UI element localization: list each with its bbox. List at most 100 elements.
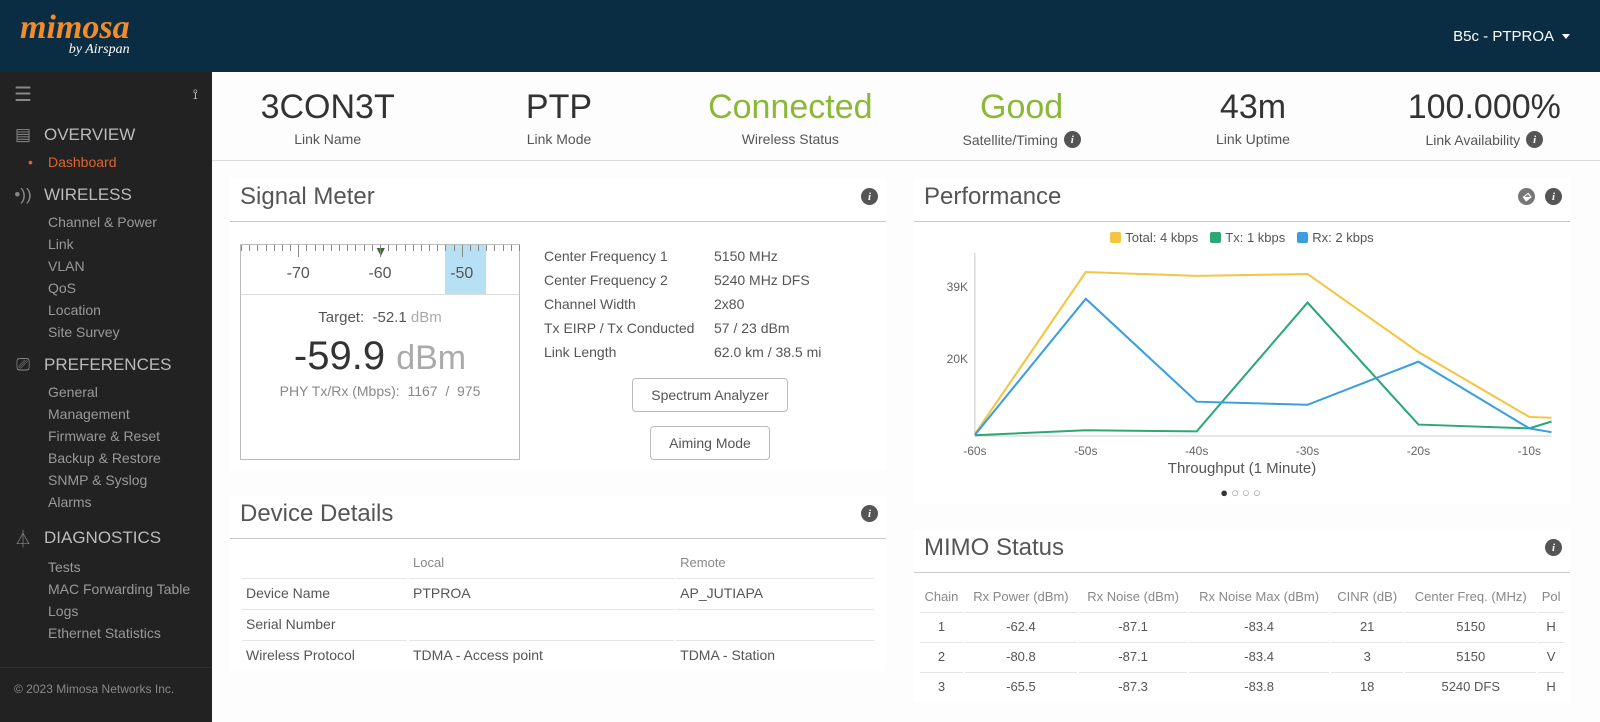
stat-label: Link Name (294, 131, 361, 147)
nav-section-header[interactable]: ▤ OVERVIEW (0, 119, 212, 151)
sidebar-item-firmware-reset[interactable]: Firmware & Reset (0, 425, 212, 447)
stat-value: Good (906, 88, 1137, 127)
device-details-title: Device Details (240, 500, 393, 528)
stat-label: Link Mode (527, 131, 592, 147)
stat-link-mode: PTP Link Mode (443, 88, 674, 150)
device-selector-label: B5c - PTPROA (1453, 28, 1554, 45)
table-row: Serial Number (242, 609, 874, 638)
sidebar: ☰ ⟟ ▤ OVERVIEW Dashboard •)) WIRELESS Channel… (0, 72, 212, 722)
link-info-row: Center Frequency 15150 MHz (544, 244, 876, 268)
stat-link-name: 3CON3T Link Name (212, 88, 443, 150)
table-row: Wireless ProtocolTDMA - Access pointTDMA… (242, 640, 874, 669)
chart-pagination-dots[interactable]: ●○○○ (924, 485, 1560, 500)
link-info: Center Frequency 15150 MHzCenter Frequen… (544, 244, 876, 460)
chart-xtick: -50s (1074, 444, 1097, 458)
stat-label: Satellite/Timing i (963, 131, 1081, 148)
table-header: Rx Noise (dBm) (1079, 583, 1187, 610)
chart-xaxis-title: Throughput (1 Minute) (924, 460, 1560, 477)
table-row: 2-80.8-87.1-83.435150V (920, 642, 1564, 670)
stat-wireless-status: Connected Wireless Status (675, 88, 906, 150)
sidebar-item-management[interactable]: Management (0, 403, 212, 425)
stats-bar: 3CON3T Link NamePTP Link ModeConnected W… (212, 72, 1600, 161)
nav-section-title: DIAGNOSTICS (44, 528, 161, 548)
nav-section-icon: ▤ (14, 125, 32, 145)
stat-link-uptime: 43m Link Uptime (1137, 88, 1368, 150)
chart-xtick: -60s (963, 444, 986, 458)
sidebar-item-location[interactable]: Location (0, 299, 212, 321)
stat-label: Wireless Status (742, 131, 839, 147)
sidebar-item-channel-power[interactable]: Channel & Power (0, 211, 212, 233)
table-header: CINR (dB) (1331, 583, 1403, 610)
logo-sub: by Airspan (20, 42, 130, 58)
nav-section-header[interactable]: ⏃DIAGNOSTICS (0, 519, 212, 556)
logo-main: mimosa (20, 14, 130, 41)
info-icon[interactable]: i (1526, 131, 1543, 148)
nav-section-header[interactable]: ⎚ PREFERENCES (0, 349, 212, 381)
sidebar-footer: © 2023 Mimosa Networks Inc. (0, 667, 212, 710)
ruler-tick: -50 (450, 265, 473, 283)
table-header: Chain (920, 583, 963, 610)
table-header: Local (409, 549, 674, 576)
stat-value: PTP (443, 88, 674, 127)
sidebar-item-link[interactable]: Link (0, 233, 212, 255)
sidebar-item-alarms[interactable]: Alarms (0, 491, 212, 513)
info-icon[interactable]: i (1545, 188, 1562, 205)
mimo-table: ChainRx Power (dBm)Rx Noise (dBm)Rx Nois… (918, 581, 1566, 702)
sidebar-item-dashboard[interactable]: Dashboard (0, 151, 212, 173)
aiming-mode-button[interactable]: Aiming Mode (650, 426, 770, 460)
stat-label: Link Uptime (1216, 131, 1290, 147)
table-header: Center Freq. (MHz) (1405, 583, 1536, 610)
mimo-status-title: MIMO Status (924, 534, 1064, 562)
signal-reading: -59.9 dBm (241, 334, 519, 379)
info-icon[interactable]: i (861, 188, 878, 205)
logo: mimosa by Airspan (20, 14, 130, 57)
signal-meter-panel: Signal Meter i ▼-70-60-50 Target: -52.1 … (230, 179, 886, 470)
nav-section-icon: •)) (14, 185, 32, 205)
ruler-tick: -60 (368, 265, 391, 283)
gauge-icon[interactable]: ⬙ (1518, 188, 1535, 205)
nav-section-icon: ⎚ (14, 355, 32, 375)
sidebar-item-logs[interactable]: Logs (0, 600, 212, 622)
device-details-panel: Device Details i LocalRemoteDevice NameP… (230, 496, 886, 671)
nav-section-title: WIRELESS (44, 185, 132, 205)
stat-satellite-timing: Good Satellite/Timing i (906, 88, 1137, 150)
sidebar-item-tests[interactable]: Tests (0, 556, 212, 578)
antenna-icon[interactable]: ⟟ (193, 86, 198, 103)
table-header: Remote (676, 549, 874, 576)
table-row: 1-62.4-87.1-83.4215150H (920, 612, 1564, 640)
nav-section-title: PREFERENCES (44, 355, 172, 375)
nav-section-title: OVERVIEW (44, 125, 135, 145)
stat-value: Connected (675, 88, 906, 127)
sidebar-item-snmp-syslog[interactable]: SNMP & Syslog (0, 469, 212, 491)
signal-target: Target: -52.1 dBm (241, 309, 519, 326)
info-icon[interactable]: i (1064, 131, 1081, 148)
main-content: 3CON3T Link NamePTP Link ModeConnected W… (212, 72, 1600, 722)
link-info-row: Channel Width2x80 (544, 292, 876, 316)
sidebar-item-qos[interactable]: QoS (0, 277, 212, 299)
sidebar-item-ethernet-statistics[interactable]: Ethernet Statistics (0, 622, 212, 644)
info-icon[interactable]: i (1545, 539, 1562, 556)
sidebar-item-vlan[interactable]: VLAN (0, 255, 212, 277)
link-info-row: Tx EIRP / Tx Conducted57 / 23 dBm (544, 316, 876, 340)
sidebar-item-mac-forwarding-table[interactable]: MAC Forwarding Table (0, 578, 212, 600)
table-header: Rx Power (dBm) (965, 583, 1077, 610)
hamburger-icon[interactable]: ☰ (14, 82, 32, 107)
stat-value: 3CON3T (212, 88, 443, 127)
table-header (242, 549, 407, 576)
chart-xtick: -40s (1185, 444, 1208, 458)
info-icon[interactable]: i (861, 505, 878, 522)
throughput-chart: 39K20K-60s-50s-40s-30s-20s-10s (924, 247, 1560, 442)
nav-section-header[interactable]: •)) WIRELESS (0, 179, 212, 211)
sidebar-item-general[interactable]: General (0, 381, 212, 403)
mimo-status-panel: MIMO Status i ChainRx Power (dBm)Rx Nois… (914, 530, 1570, 702)
spectrum-analyzer-button[interactable]: Spectrum Analyzer (632, 378, 788, 412)
sidebar-item-backup-restore[interactable]: Backup & Restore (0, 447, 212, 469)
app-header: mimosa by Airspan B5c - PTPROA (0, 0, 1600, 72)
ruler-tick: -70 (287, 265, 310, 283)
sidebar-item-site-survey[interactable]: Site Survey (0, 321, 212, 343)
link-info-row: Center Frequency 25240 MHz DFS (544, 268, 876, 292)
phy-rates: PHY Tx/Rx (Mbps): 1167 / 975 (241, 383, 519, 399)
table-header: Pol (1538, 583, 1564, 610)
table-header: Rx Noise Max (dBm) (1189, 583, 1329, 610)
device-selector-dropdown[interactable]: B5c - PTPROA (1453, 28, 1570, 45)
